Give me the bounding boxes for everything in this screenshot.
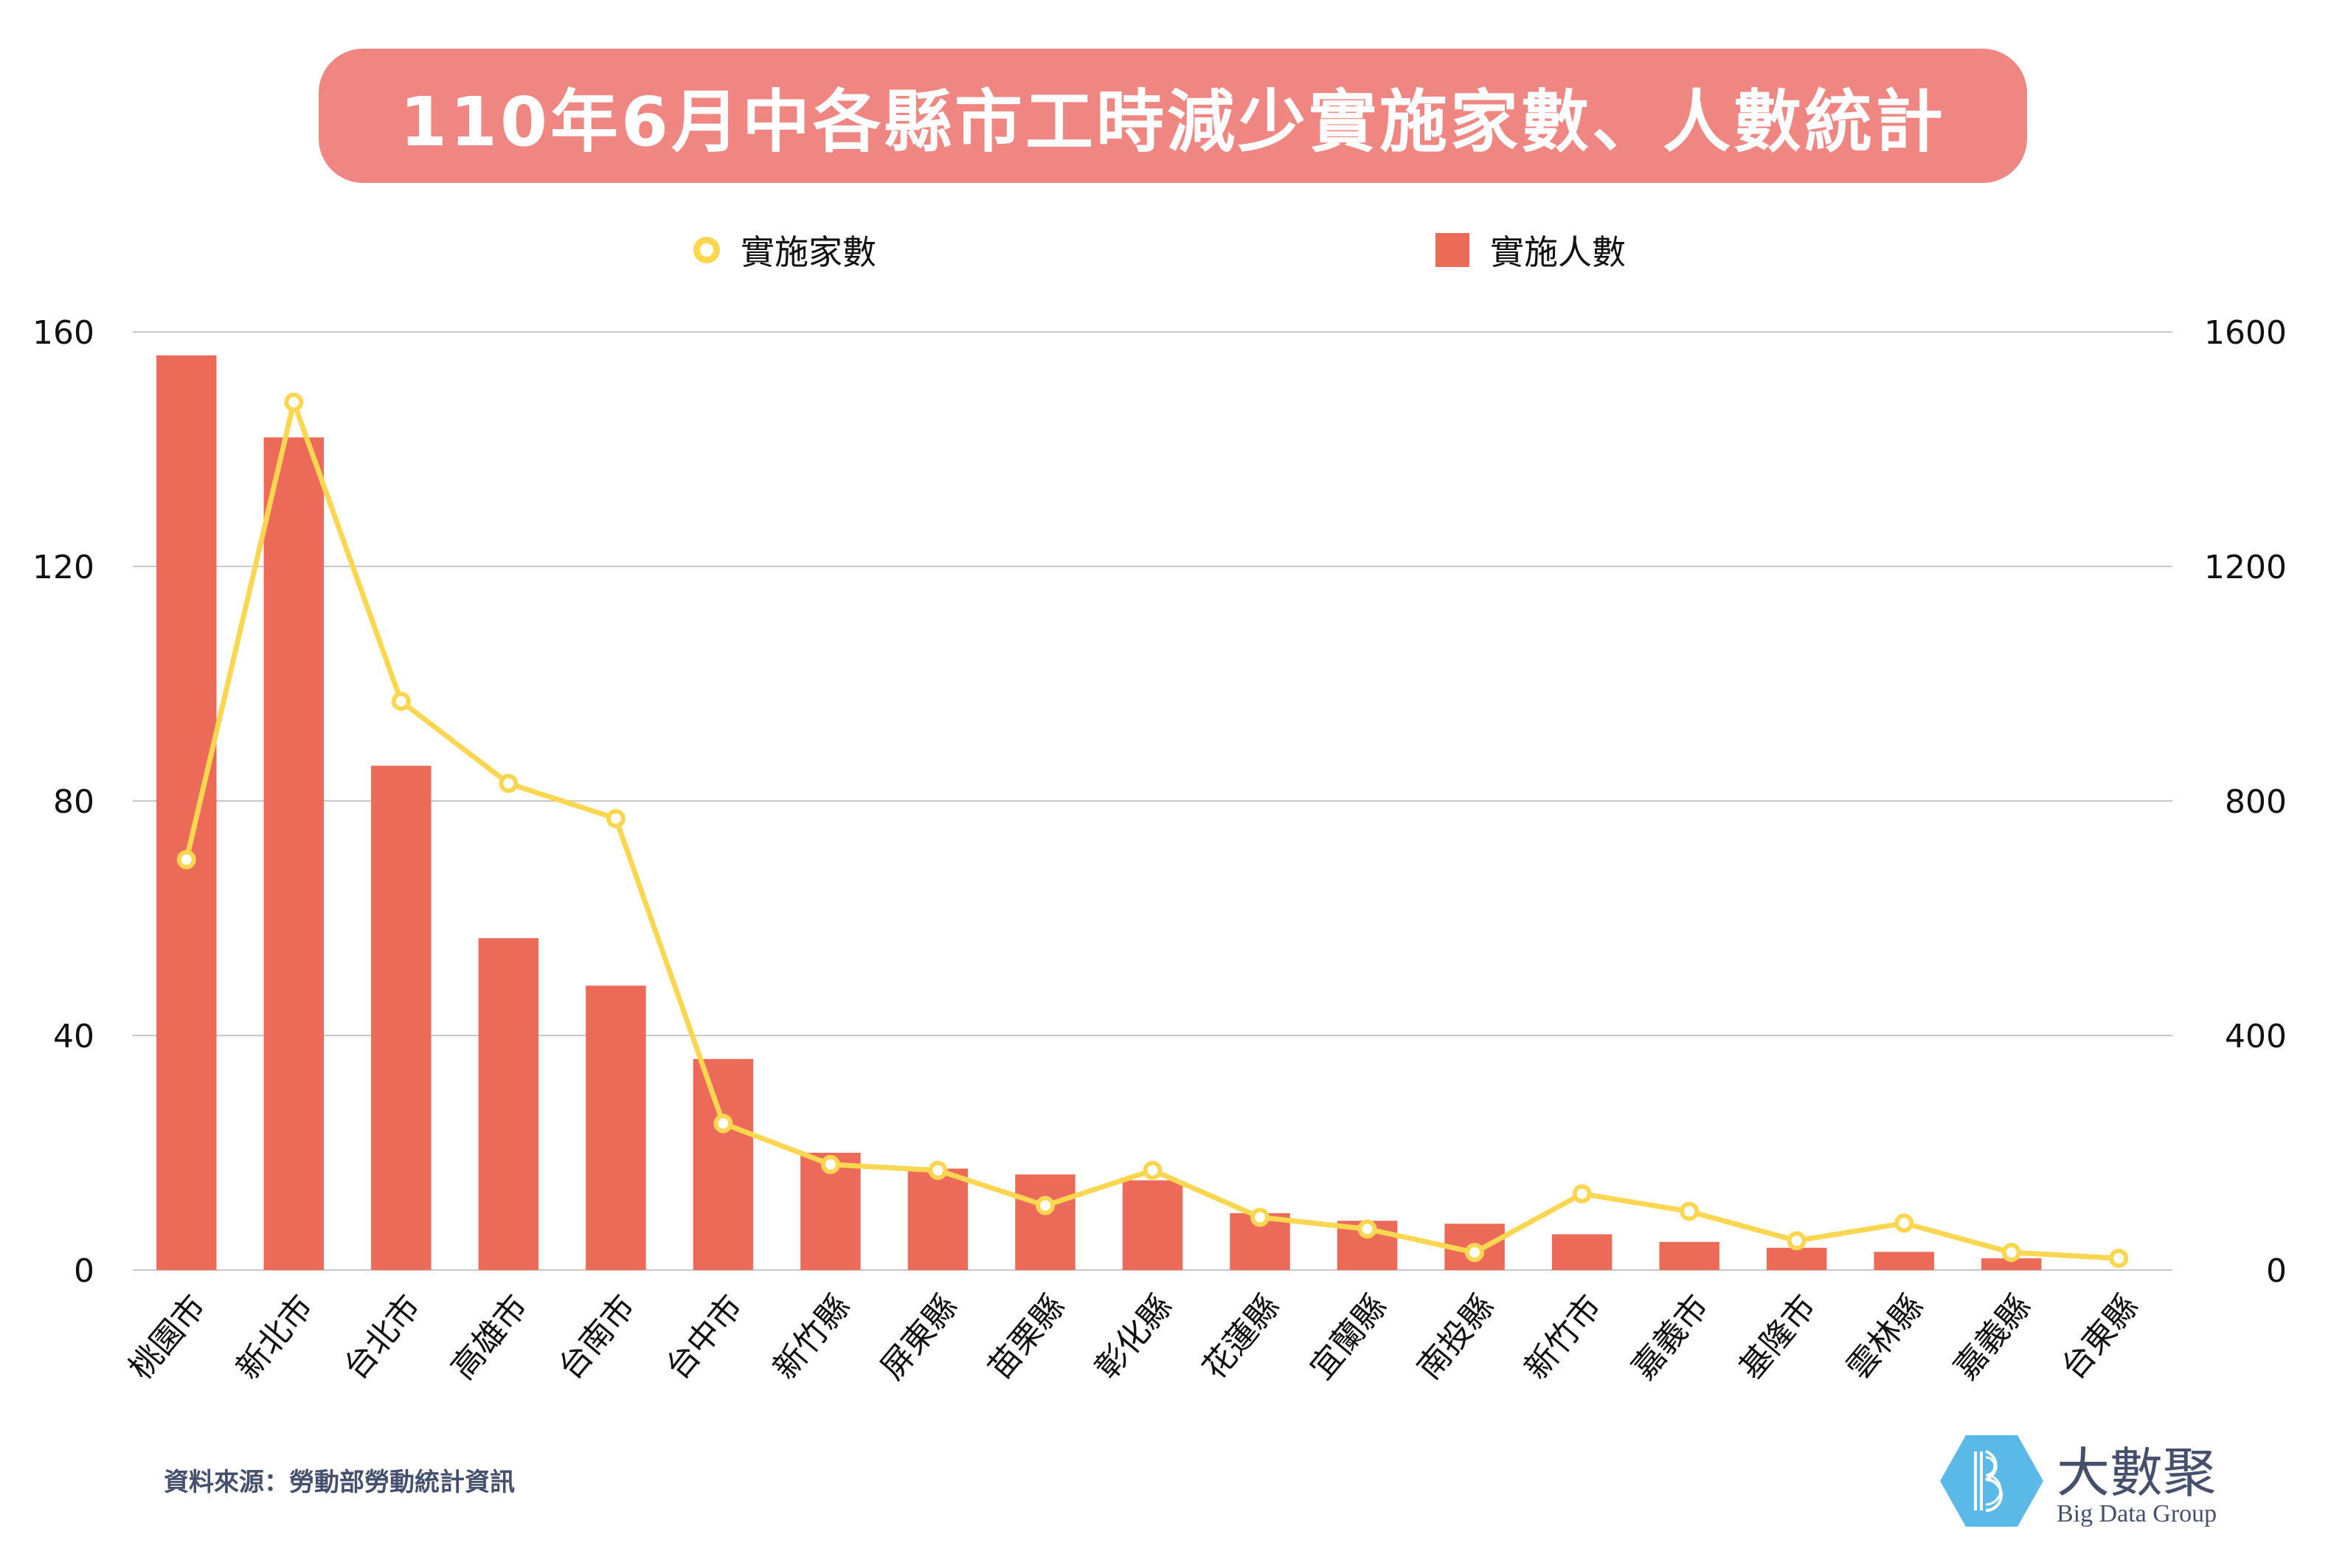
x-tick-label: 嘉義市	[1625, 1288, 1717, 1387]
x-tick-label: 高雄市	[444, 1288, 536, 1387]
line-point	[284, 392, 304, 412]
line-point	[1894, 1213, 1914, 1233]
x-tick-label: 基隆市	[1732, 1288, 1823, 1387]
x-tick-label: 花蓮縣	[1196, 1288, 1287, 1387]
y-right-tick-label: 800	[2225, 783, 2287, 821]
line-point	[1250, 1207, 1270, 1227]
y-axis-left: 0 40 80 120 160	[32, 314, 94, 1290]
line-point	[1680, 1201, 1700, 1221]
logo-name-cn: 大數聚	[2057, 1442, 2217, 1504]
x-tick-label: 南投縣	[1410, 1288, 1502, 1387]
line-point	[928, 1160, 948, 1180]
x-tick-label: 桃園市	[122, 1288, 213, 1387]
x-tick-label: 台中市	[659, 1288, 750, 1387]
bar	[1766, 1247, 1827, 1270]
line-path	[184, 399, 2119, 1261]
legend-line-marker-icon	[693, 237, 720, 263]
bar	[263, 437, 325, 1270]
legend-bar-swatch-icon	[1435, 233, 1469, 267]
y-left-tick-label: 160	[32, 314, 94, 352]
line-point	[1143, 1160, 1163, 1180]
chart-title-banner: 110年6月中各縣市工時減少實施家數、人數統計	[319, 49, 2027, 183]
x-tick-label: 苗栗縣	[980, 1288, 1072, 1387]
x-tick-label: 宜蘭縣	[1303, 1288, 1394, 1387]
y-right-tick-label: 1200	[2204, 549, 2287, 586]
bar	[1981, 1258, 2042, 1270]
bar	[907, 1168, 969, 1270]
x-tick-label: 新竹縣	[766, 1288, 857, 1387]
bar	[478, 938, 539, 1270]
y-left-tick-label: 80	[53, 783, 94, 821]
x-tick-label: 彰化縣	[1088, 1288, 1180, 1387]
y-left-tick-label: 40	[53, 1018, 94, 1055]
brand-logo: 大數聚 Big Data Group	[1937, 1435, 2247, 1538]
y-right-tick-label: 1600	[2204, 314, 2287, 352]
x-axis-labels: 桃園市 新北市 台北市 高雄市 台南市 台中市 新竹縣 屏東縣 苗栗縣 彰化縣 花蓮縣 宜蘭縣 南投縣新…	[122, 1288, 2145, 1387]
x-tick-label: 新竹市	[1517, 1288, 1609, 1387]
bar	[1015, 1174, 1076, 1270]
y-axis-right: 0 400 800 1200 1600	[2204, 314, 2287, 1290]
x-tick-label: 屏東縣	[873, 1288, 965, 1387]
legend-bar-label: 實施人數	[1490, 232, 1626, 272]
line-point	[499, 774, 519, 794]
line-point	[1572, 1184, 1592, 1204]
gridlines	[133, 331, 2172, 1271]
line-point	[713, 1114, 733, 1134]
line-point	[1357, 1219, 1377, 1239]
y-left-tick-label: 0	[74, 1252, 94, 1290]
hexagon-b-logo-icon	[1940, 1435, 2043, 1527]
legend-line-label: 實施家數	[741, 232, 876, 272]
bar-series	[156, 355, 2042, 1270]
line-point	[2109, 1249, 2129, 1269]
bar	[1659, 1241, 1719, 1270]
bar	[586, 985, 646, 1270]
line-point	[1465, 1243, 1485, 1263]
bar	[1874, 1252, 1934, 1270]
bar	[156, 355, 217, 1270]
x-tick-label: 嘉義縣	[1947, 1288, 2038, 1387]
line-point	[2001, 1243, 2021, 1263]
bar	[693, 1058, 754, 1270]
source-note: 資料來源：勞動部勞動統計資訊	[164, 1468, 515, 1497]
y-right-tick-label: 0	[2266, 1252, 2287, 1290]
x-tick-label: 台東縣	[2054, 1288, 2146, 1387]
legend: 實施家數 實施人數	[0, 218, 2331, 277]
x-tick-label: 台北市	[336, 1288, 428, 1387]
logo-name-en: Big Data Group	[2057, 1500, 2217, 1527]
bar	[1122, 1180, 1183, 1270]
chart-title: 110年6月中各縣市工時減少實施家數、人數統計	[399, 82, 1947, 162]
line-point	[391, 691, 411, 711]
y-right-tick-label: 400	[2225, 1018, 2287, 1055]
x-tick-label: 新北市	[229, 1288, 321, 1387]
line-point	[820, 1154, 840, 1174]
line-point	[606, 808, 626, 828]
legend-item-line: 實施家數	[693, 226, 876, 274]
x-tick-label: 台南市	[551, 1288, 643, 1387]
line-point	[1035, 1196, 1055, 1215]
line-point	[1787, 1231, 1807, 1251]
y-left-tick-label: 120	[32, 549, 94, 586]
bar	[371, 766, 432, 1270]
line-point	[176, 850, 196, 870]
bar	[1551, 1234, 1613, 1270]
legend-item-bar: 實施人數	[1435, 226, 1626, 274]
line-series	[176, 392, 2129, 1269]
x-tick-label: 雲林縣	[1840, 1288, 1931, 1387]
